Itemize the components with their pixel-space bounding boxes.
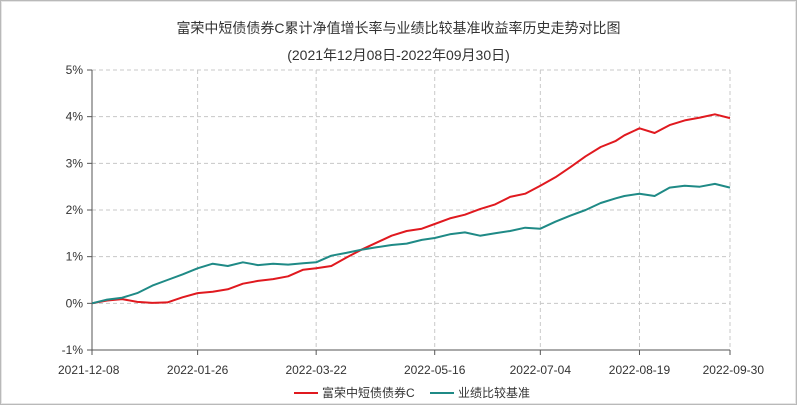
- legend-label: 业绩比较基准: [458, 385, 530, 400]
- series-line-2: [91, 182, 731, 305]
- axes: -1% 0% 1% 2% 3% 4% 5% 2021-12-08 2022-01-26 2022-…: [58, 63, 764, 377]
- legend: 富荣中短债债券C 业绩比较基准: [294, 385, 530, 400]
- x-tick-label: 2022-05-16: [404, 363, 466, 377]
- chart-subtitle: (2021年12月08日-2022年09月30日): [287, 47, 510, 63]
- series-line-1: [91, 113, 731, 305]
- y-tick-label: 0%: [66, 296, 84, 310]
- x-tick-label: 2022-03-22: [285, 363, 347, 377]
- y-tick-label: 1%: [66, 250, 84, 264]
- x-tick-label: 2022-08-19: [609, 363, 671, 377]
- legend-label: 富荣中短债债券C: [322, 385, 415, 400]
- y-tick-label: 4%: [66, 110, 84, 124]
- y-tick-label: 2%: [66, 203, 84, 217]
- y-tick-label: -1%: [62, 343, 84, 357]
- y-tick-label: 5%: [66, 63, 84, 77]
- series-lines: [91, 113, 731, 305]
- grid: [92, 69, 731, 351]
- x-tick-label: 2022-01-26: [167, 363, 229, 377]
- x-tick-label: 2022-09-30: [703, 363, 765, 377]
- y-tick-label: 3%: [66, 156, 84, 170]
- x-tick-label: 2021-12-08: [58, 363, 120, 377]
- x-tick-label: 2022-07-04: [510, 363, 572, 377]
- chart-title: 富荣中短债债券C累计净值增长率与业绩比较基准收益率历史走势对比图: [176, 20, 621, 36]
